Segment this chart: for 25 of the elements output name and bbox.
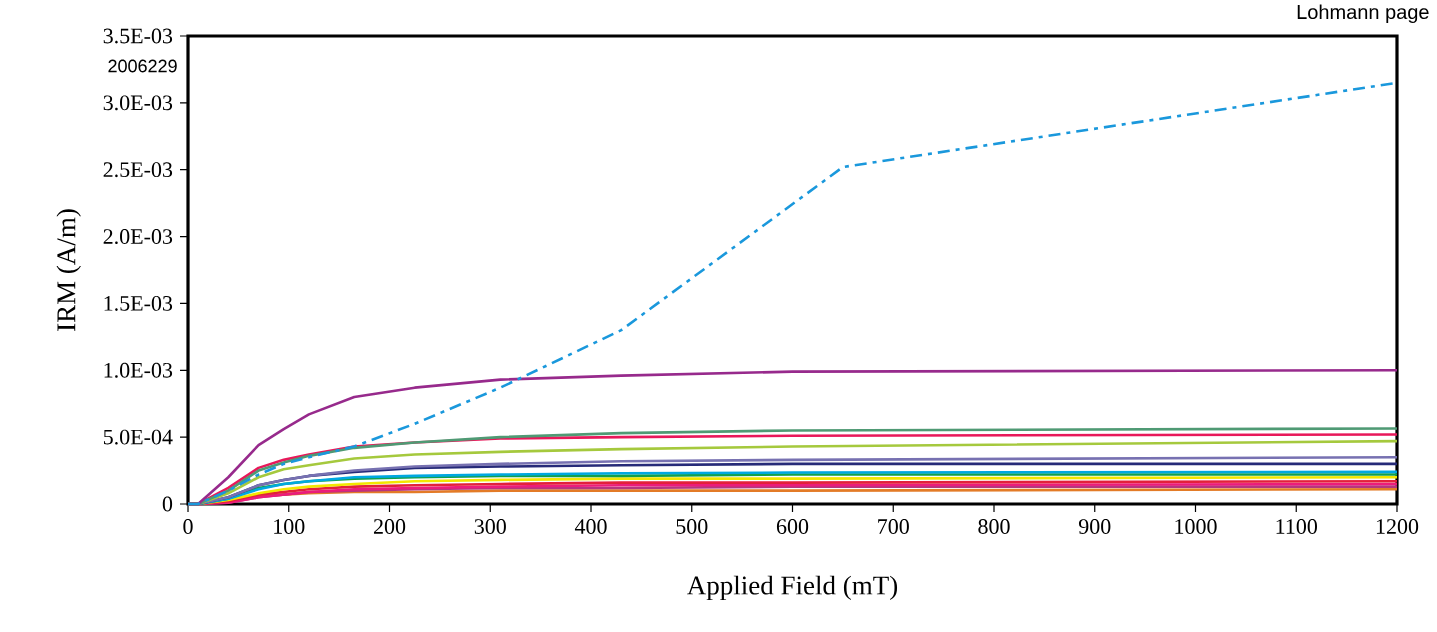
- y-tick-label: 2.0E-03: [103, 229, 173, 245]
- x-tick-label: 300: [474, 519, 506, 534]
- x-tick-label: 0: [183, 519, 193, 534]
- x-tick-label: 700: [878, 519, 909, 534]
- x-tick-label: 1200: [1376, 519, 1419, 534]
- y-tick-label: 1.0E-03: [104, 362, 173, 378]
- x-tick-label: 900: [1078, 519, 1111, 534]
- x-tick-label: 500: [676, 519, 708, 534]
- y-tick-label: 1.5E-03: [104, 295, 173, 311]
- x-tick-label: 800: [978, 519, 1010, 534]
- y-tick-label: 2.5E-03: [103, 162, 173, 178]
- x-tick-label: 400: [574, 519, 607, 534]
- x-tick-label: 1000: [1175, 519, 1217, 534]
- x-tick-label: 600: [776, 519, 809, 534]
- x-axis-title: Applied Field (mT): [687, 575, 898, 601]
- text: 2006229: [108, 59, 177, 73]
- y-axis-title: IRM (A/m): [56, 209, 81, 331]
- text: Lohmann page: [1297, 4, 1429, 24]
- x-tick-label: 100: [274, 519, 305, 534]
- y-tick-label: 3.5E-03: [103, 28, 173, 44]
- x-tick-label: 1100: [1276, 519, 1317, 534]
- y-tick-label: 0: [162, 496, 173, 512]
- y-tick-label: 5.0E-04: [103, 429, 173, 445]
- y-tick-label: 3.0E-03: [103, 95, 173, 111]
- x-tick-label: 200: [373, 519, 406, 534]
